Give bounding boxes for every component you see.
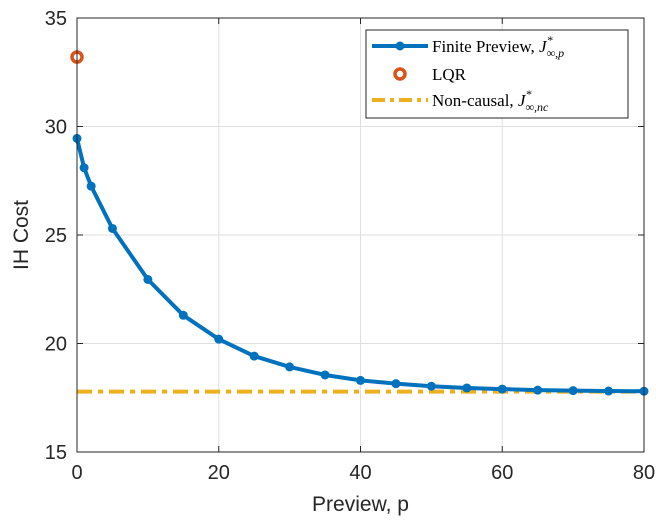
y-axis-label: IH Cost xyxy=(10,200,33,270)
series-finite-point-16 xyxy=(568,386,578,396)
x-tick-label-4: 80 xyxy=(633,462,655,484)
series-finite-point-13 xyxy=(462,383,472,393)
x-tick-label-2: 40 xyxy=(349,462,371,484)
legend-label-noncausal: Non-causal, J* ∞,nc xyxy=(432,87,549,114)
series-finite-point-2 xyxy=(86,181,96,191)
series-finite-point-12 xyxy=(426,381,436,391)
series-finite-point-10 xyxy=(356,375,365,385)
legend-entry-noncausal: Non-causal, J* ∞,nc xyxy=(372,87,549,114)
legend-marker-lqr xyxy=(393,67,407,81)
legend-label-finite-sym: J xyxy=(539,37,548,56)
ticks: 0 20 40 60 80 15 20 25 30 35 xyxy=(45,8,655,484)
series-finite-point-9 xyxy=(320,370,330,380)
legend-label-noncausal-sub: ∞,nc xyxy=(525,100,549,114)
y-tick-label-2: 25 xyxy=(45,225,67,247)
legend: Finite Preview, J* ∞,p LQR Non-causal, J*… xyxy=(365,29,629,119)
series-finite-point-4 xyxy=(143,274,153,284)
x-tick-label-1: 20 xyxy=(208,462,230,484)
series-finite-point-7 xyxy=(249,351,259,361)
legend-box xyxy=(365,29,629,119)
y-tick-label-0: 15 xyxy=(45,442,67,464)
legend-label-noncausal-text: Non-causal, xyxy=(432,91,518,110)
legend-entry-lqr: LQR xyxy=(393,65,467,84)
y-tick-label-4: 35 xyxy=(45,8,67,30)
series-finite-point-15 xyxy=(533,385,543,395)
legend-label-lqr: LQR xyxy=(432,65,467,84)
series-finite-point-8 xyxy=(285,362,295,372)
series-finite-point-1 xyxy=(79,163,89,173)
series-finite-point-11 xyxy=(391,379,401,389)
series-finite-point-6 xyxy=(214,334,224,344)
x-tick-label-3: 60 xyxy=(491,462,513,484)
y-tick-label-1: 20 xyxy=(45,334,67,356)
legend-label-finite-sup: * xyxy=(547,33,553,47)
series-finite-point-3 xyxy=(107,223,117,233)
x-axis-label: Preview, p xyxy=(312,493,409,516)
legend-label-finite-sub: ∞,p xyxy=(547,46,565,60)
y-tick-label-3: 30 xyxy=(45,117,67,139)
legend-label-finite-text: Finite Preview, xyxy=(432,37,539,56)
series-finite-point-5 xyxy=(178,310,188,320)
legend-label-noncausal-sup: * xyxy=(525,87,531,101)
legend-label-finite: Finite Preview, J* ∞,p xyxy=(432,33,564,60)
series-finite-point-17 xyxy=(604,386,614,396)
legend-marker-finite xyxy=(395,41,405,51)
series-finite-point-14 xyxy=(497,384,507,394)
legend-entry-finite: Finite Preview, J* ∞,p xyxy=(372,33,564,60)
legend-label-noncausal-sym: J xyxy=(518,91,527,110)
series-layer xyxy=(70,50,649,396)
x-tick-label-0: 0 xyxy=(71,462,82,484)
